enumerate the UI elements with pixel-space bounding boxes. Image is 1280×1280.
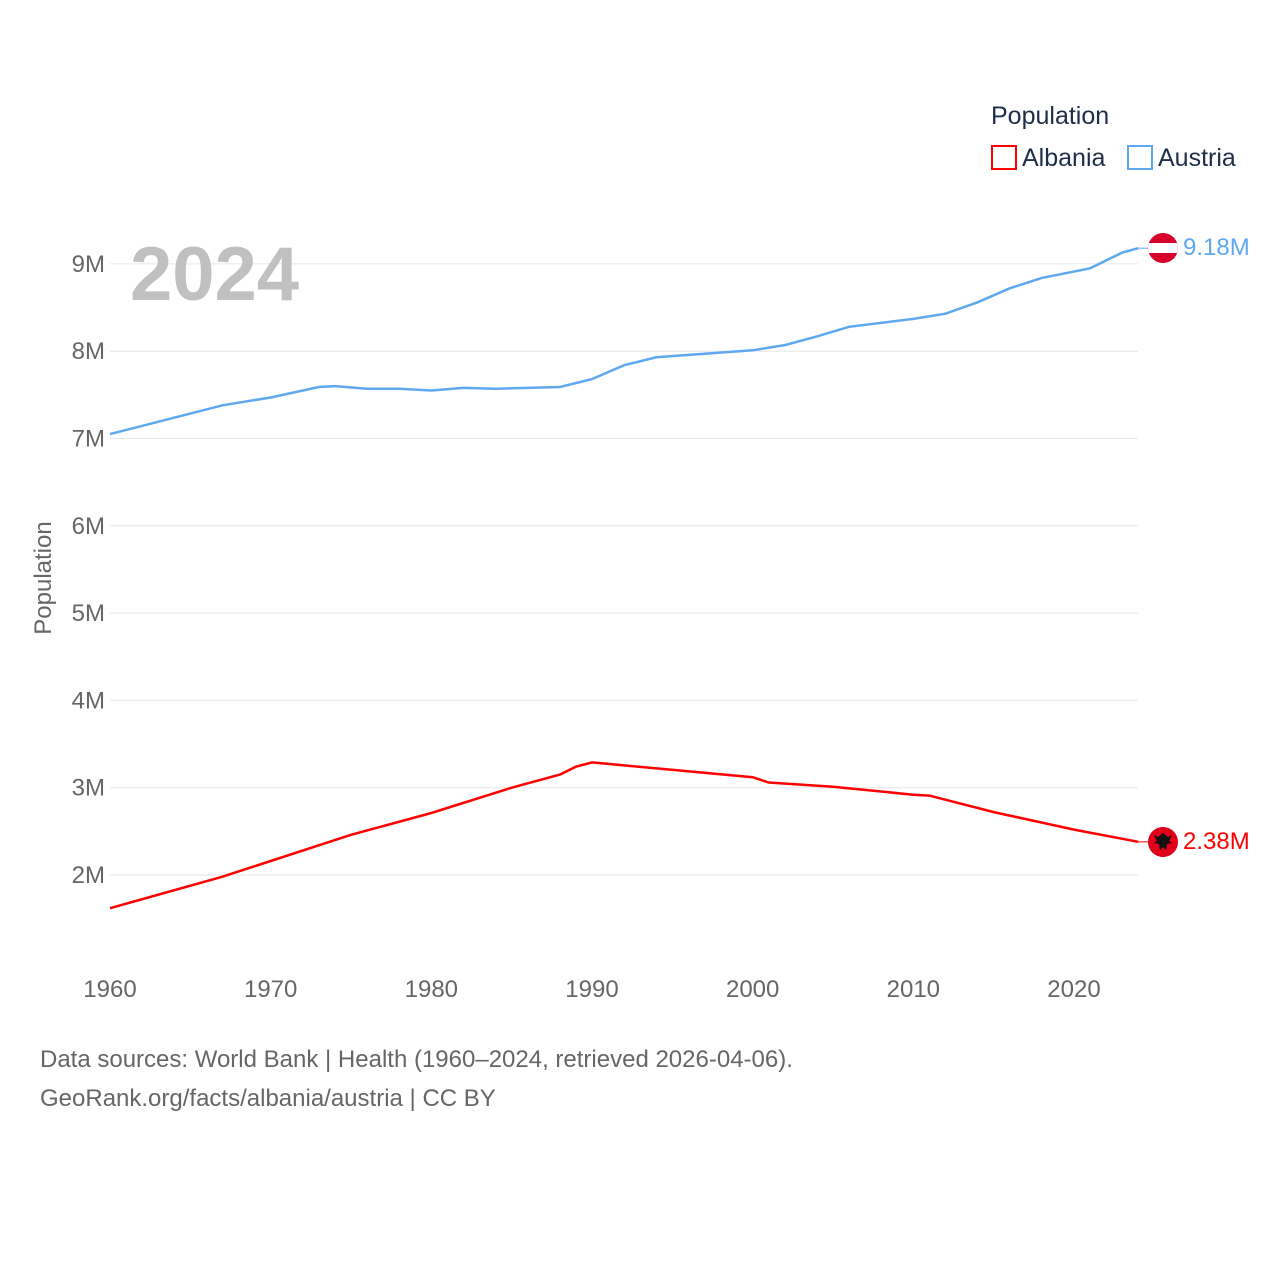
y-tick-label: 4M <box>72 687 105 714</box>
y-axis-label: Population <box>30 521 57 634</box>
albania-flag-icon <box>1148 827 1178 857</box>
grid-lines <box>110 263 1138 876</box>
y-tick-label: 9M <box>72 251 105 278</box>
legend-title: Population <box>991 102 1109 130</box>
y-tick-label: 5M <box>72 600 105 627</box>
series-line-austria <box>109 246 1139 436</box>
attribution-link[interactable]: GeoRank.org/facts/albania/austria | CC B… <box>40 1085 496 1112</box>
y-tick-label: 6M <box>72 513 105 540</box>
austria-end-label: 9.18M <box>1183 234 1250 261</box>
y-tick-label: 8M <box>72 338 105 365</box>
y-tick-label: 3M <box>72 775 105 802</box>
series-line-albania <box>109 761 1139 910</box>
data-source-text: Data sources: World Bank | Health (1960–… <box>40 1046 793 1073</box>
legend-swatch-austria[interactable] <box>1127 145 1153 170</box>
x-tick-label: 2000 <box>726 976 779 1003</box>
x-axis-ticks: 1960 1970 1980 1990 2000 2010 2020 <box>83 976 1100 1003</box>
x-tick-label: 1960 <box>83 976 136 1003</box>
x-tick-label: 2010 <box>887 976 940 1003</box>
y-tick-label: 2M <box>72 862 105 889</box>
legend-label-albania[interactable]: Albania <box>1022 144 1105 172</box>
x-tick-label: 1990 <box>565 976 618 1003</box>
legend-label-austria[interactable]: Austria <box>1158 144 1236 172</box>
series-lines <box>109 246 1148 910</box>
legend-swatch-albania[interactable] <box>991 145 1017 170</box>
albania-end-label: 2.38M <box>1183 828 1250 855</box>
x-tick-label: 1970 <box>244 976 297 1003</box>
y-axis-ticks: 2M 3M 4M 5M 6M 7M 8M 9M <box>72 251 105 889</box>
legend: Population Albania Austria <box>991 102 1236 172</box>
x-tick-label: 2020 <box>1047 976 1100 1003</box>
y-tick-label: 7M <box>72 426 105 453</box>
austria-flag-icon <box>1148 233 1178 263</box>
year-watermark: 2024 <box>130 232 299 317</box>
x-tick-label: 1980 <box>405 976 458 1003</box>
